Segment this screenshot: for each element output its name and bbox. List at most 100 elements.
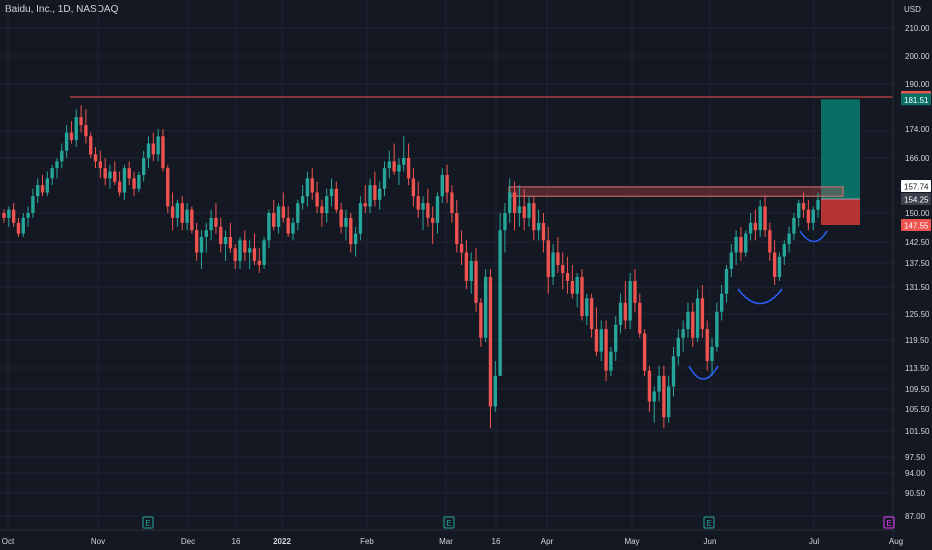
- candle-body: [180, 203, 184, 223]
- price-tick-label: 105.50: [905, 405, 930, 414]
- candle-body: [382, 168, 387, 189]
- price-tick-label: 200.00: [905, 52, 930, 61]
- pattern-curves: [688, 230, 828, 380]
- candle-body: [575, 277, 579, 294]
- candle-body: [368, 185, 372, 207]
- candle-body: [657, 375, 661, 392]
- candle-body: [175, 203, 180, 218]
- candle-body: [300, 196, 305, 204]
- neckline-zone: [508, 186, 844, 197]
- candle-body: [426, 203, 430, 218]
- candle-body: [272, 213, 276, 227]
- candle-body: [719, 293, 724, 312]
- candle-body: [705, 329, 709, 361]
- price-tick-label: 166.00: [905, 154, 930, 163]
- candle-body: [792, 217, 796, 234]
- marker-label: E: [886, 519, 891, 528]
- candle-body: [262, 240, 266, 265]
- candle-body: [252, 248, 257, 261]
- candle-body: [459, 244, 464, 253]
- price-tick-label: 137.50: [905, 259, 930, 268]
- candle-body: [296, 203, 300, 223]
- candle-body: [801, 203, 806, 210]
- candle-body: [623, 302, 628, 321]
- candle-body: [276, 206, 281, 227]
- price-tick-label: 94.00: [905, 469, 926, 478]
- candle-body: [397, 164, 401, 172]
- candle-body: [387, 161, 392, 169]
- candle-body: [488, 277, 493, 407]
- candle-body: [329, 188, 334, 197]
- price-tick-label: 125.50: [905, 310, 930, 319]
- candle-body: [60, 150, 64, 162]
- candle-body: [599, 329, 603, 352]
- time-tick-label: 16: [492, 537, 501, 546]
- candle-body: [421, 203, 425, 210]
- candle-body: [715, 311, 719, 347]
- candle-body: [628, 281, 632, 321]
- candle-body: [522, 206, 526, 218]
- candle-body: [782, 244, 786, 257]
- candle-body: [498, 230, 502, 376]
- candle-body: [137, 174, 141, 189]
- candle-body: [594, 329, 599, 352]
- time-axis-bg: [0, 530, 893, 550]
- candle-body: [16, 222, 21, 234]
- candle-body: [55, 161, 59, 169]
- price-axis: USD210.00200.00190.00182.10181.51174.001…: [892, 0, 932, 550]
- candle-body: [194, 230, 199, 253]
- candle-body: [753, 222, 758, 231]
- candles: [2, 105, 820, 429]
- time-tick-label: Jul: [809, 537, 819, 546]
- candle-body: [156, 136, 160, 155]
- candle-body: [469, 260, 473, 281]
- candle-body: [31, 196, 35, 213]
- candle-body: [811, 209, 815, 223]
- candle-body: [541, 222, 546, 241]
- candle-body: [411, 178, 416, 197]
- time-tick-label: Aug: [889, 537, 903, 546]
- candle-body: [797, 203, 801, 218]
- time-tick-label: 16: [232, 537, 241, 546]
- stop-zone: [821, 199, 860, 225]
- candle-body: [339, 209, 343, 227]
- candle-body: [638, 302, 642, 334]
- candle-body: [358, 203, 363, 234]
- candle-body: [214, 217, 218, 227]
- pattern-curve-left-shoulder: [688, 365, 719, 380]
- candle-body: [26, 213, 30, 218]
- candle-body: [353, 233, 358, 245]
- candle-body: [315, 192, 319, 207]
- earnings-e-icon: [703, 516, 715, 529]
- candle-body: [806, 209, 811, 223]
- candle-body: [344, 217, 348, 227]
- candle-body: [219, 226, 223, 245]
- candle-body: [618, 302, 623, 325]
- candle-body: [238, 240, 242, 261]
- time-axis: Oct Nov Dec 16 2022 Feb Mar 16 Apr May Jun Jul Aug: [0, 529, 903, 550]
- time-tick-label: Oct: [2, 537, 15, 546]
- candle-body: [122, 168, 127, 193]
- candle-body: [349, 217, 353, 245]
- candle-body: [691, 311, 695, 338]
- candle-body: [430, 217, 435, 223]
- candle-body: [609, 351, 613, 371]
- marker-label: E: [145, 519, 150, 528]
- candle-body: [772, 252, 777, 277]
- candle-body: [729, 252, 733, 269]
- candle-body: [267, 213, 271, 241]
- candle-body: [676, 337, 681, 357]
- candle-body: [74, 117, 78, 140]
- candle-body: [127, 168, 131, 179]
- candle-body: [36, 185, 40, 197]
- candle-body: [667, 386, 671, 418]
- candle-body: [787, 233, 791, 245]
- candle-body: [11, 209, 16, 223]
- price-tick-label: 119.50: [905, 336, 929, 345]
- price-tick-label: 131.50: [905, 283, 930, 292]
- candle-body: [479, 302, 483, 338]
- candle-body: [633, 281, 637, 303]
- candle-body: [450, 192, 454, 213]
- event-e-icon: [883, 516, 895, 529]
